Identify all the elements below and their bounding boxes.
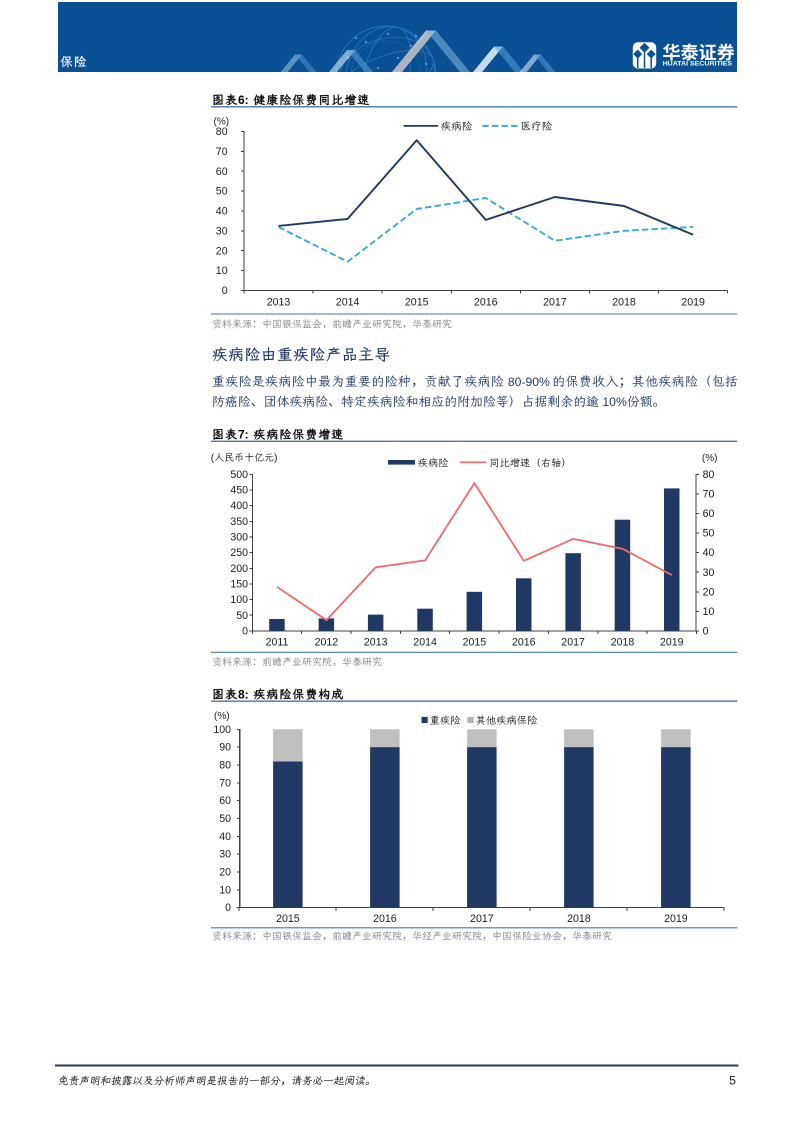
svg-text:450: 450 [230, 485, 248, 497]
svg-text:50: 50 [219, 813, 231, 825]
svg-text:70: 70 [219, 777, 231, 789]
svg-text:50: 50 [703, 528, 715, 540]
svg-text:2014: 2014 [413, 636, 437, 648]
svg-text:2018: 2018 [567, 913, 591, 925]
svg-text:0: 0 [222, 285, 228, 297]
svg-text:2018: 2018 [611, 636, 635, 648]
svg-text:7:: 7: [238, 428, 249, 442]
svg-text:2019: 2019 [660, 636, 684, 648]
svg-text:40: 40 [216, 206, 228, 218]
svg-text:0: 0 [242, 626, 248, 638]
svg-text:70: 70 [703, 489, 715, 501]
svg-text:100: 100 [213, 724, 231, 736]
svg-text:90: 90 [219, 742, 231, 754]
svg-text:2017: 2017 [561, 636, 585, 648]
svg-text:80: 80 [219, 760, 231, 772]
svg-text:250: 250 [230, 547, 248, 559]
svg-text:80: 80 [703, 469, 715, 481]
svg-text:HUATAI SECURITIES: HUATAI SECURITIES [663, 61, 733, 68]
svg-text:2013: 2013 [364, 636, 388, 648]
svg-text:2016: 2016 [512, 636, 536, 648]
svg-text:100: 100 [230, 594, 248, 606]
svg-text:8:: 8: [238, 687, 249, 701]
svg-text:60: 60 [219, 795, 231, 807]
svg-text:2016: 2016 [474, 296, 498, 308]
svg-text:200: 200 [230, 563, 248, 575]
svg-text:60: 60 [216, 166, 228, 178]
svg-text:30: 30 [703, 567, 715, 579]
svg-text:2015: 2015 [405, 296, 429, 308]
svg-text:): ) [274, 453, 277, 464]
svg-text:2016: 2016 [373, 913, 397, 925]
svg-text:10%: 10% [602, 395, 627, 409]
svg-text:70: 70 [216, 146, 228, 158]
svg-text:30: 30 [219, 849, 231, 861]
svg-text:2019: 2019 [664, 913, 688, 925]
svg-text:10: 10 [216, 265, 228, 277]
svg-text:0: 0 [225, 902, 231, 914]
svg-text:350: 350 [230, 516, 248, 528]
svg-text:20: 20 [216, 245, 228, 257]
svg-text:2011: 2011 [266, 636, 289, 648]
svg-text:80-90%: 80-90% [508, 375, 550, 389]
svg-text:0: 0 [703, 626, 709, 638]
svg-text:2017: 2017 [543, 296, 567, 308]
svg-text:80: 80 [216, 126, 228, 138]
svg-text:(: ( [211, 453, 215, 464]
svg-text:30: 30 [216, 225, 228, 237]
svg-text:150: 150 [230, 579, 248, 591]
svg-text:400: 400 [230, 500, 248, 512]
svg-text:(%): (%) [214, 116, 230, 127]
svg-text:50: 50 [216, 186, 228, 198]
svg-text:500: 500 [230, 469, 248, 481]
svg-text:50: 50 [236, 610, 248, 622]
svg-text:5: 5 [729, 1073, 736, 1087]
svg-text:2019: 2019 [681, 296, 705, 308]
svg-text:10: 10 [219, 884, 231, 896]
svg-text:40: 40 [703, 547, 715, 559]
svg-text:20: 20 [219, 867, 231, 879]
svg-text:2014: 2014 [336, 296, 360, 308]
svg-text:10: 10 [703, 606, 715, 618]
svg-text:(%): (%) [702, 453, 718, 464]
svg-text:20: 20 [703, 586, 715, 598]
svg-text:300: 300 [230, 532, 248, 544]
svg-text:2018: 2018 [612, 296, 636, 308]
svg-text:2015: 2015 [463, 636, 487, 648]
svg-text:2013: 2013 [267, 296, 291, 308]
svg-text:40: 40 [219, 831, 231, 843]
svg-text:2015: 2015 [276, 913, 300, 925]
svg-text:2017: 2017 [470, 913, 494, 925]
svg-text:6:: 6: [238, 93, 249, 107]
svg-text:60: 60 [703, 508, 715, 520]
svg-text:(%): (%) [214, 711, 230, 722]
svg-text:2012: 2012 [315, 636, 339, 648]
